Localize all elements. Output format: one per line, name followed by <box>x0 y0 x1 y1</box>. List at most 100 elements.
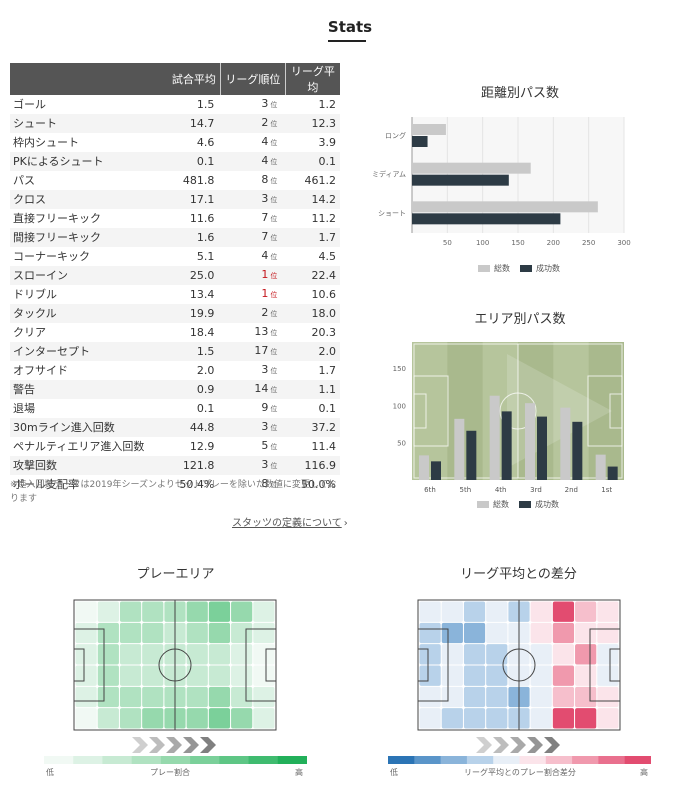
heat-cell <box>119 644 142 665</box>
heat-cell <box>552 622 575 644</box>
tick-label: 100 <box>393 402 406 410</box>
heat-cell <box>441 708 463 729</box>
bar-total <box>489 395 500 480</box>
chevron-right-icon <box>476 737 492 753</box>
stat-league-rank: 17 位 <box>220 342 286 361</box>
rank-value: 4 <box>261 249 269 262</box>
diff-scale-mid: リーグ平均とのプレー割合差分 <box>464 768 576 777</box>
heat-cell <box>97 644 119 665</box>
legend-success: 成功数 <box>519 499 559 510</box>
heat-cell <box>463 601 486 622</box>
heat-cell <box>441 644 463 665</box>
scale-swatch <box>131 756 162 764</box>
stat-match-avg: 1.5 <box>147 342 221 361</box>
stat-name: スローイン <box>10 266 148 285</box>
heat-cell <box>530 601 552 622</box>
heat-cell <box>75 601 97 622</box>
scale-swatch <box>545 756 573 764</box>
stats-definition-link[interactable]: スタッツの定義について › <box>232 514 348 529</box>
stat-league-avg: 461.2 <box>285 171 340 190</box>
rank-suffix: 位 <box>270 348 278 356</box>
bar-total <box>595 454 606 480</box>
table-row: 30mライン進入回数 44.8 3 位 37.2 <box>10 418 340 437</box>
heat-cell <box>186 644 208 665</box>
rank-value: 17 <box>254 344 269 357</box>
heat-cell <box>552 708 575 729</box>
legend-total: 総数 <box>477 499 509 510</box>
heat-cell <box>253 686 275 708</box>
stat-league-avg: 11.2 <box>285 209 340 228</box>
scale-swatch <box>190 756 220 764</box>
heat-cell <box>208 644 231 665</box>
bar-success <box>572 421 583 480</box>
heat-cell <box>186 686 208 708</box>
stat-name: タックル <box>10 304 148 323</box>
scale-swatch <box>414 756 442 764</box>
stat-match-avg: 5.1 <box>147 247 221 266</box>
scale-swatch <box>388 756 415 764</box>
table-row: スローイン 25.0 1 位 22.4 <box>10 266 340 285</box>
table-row: 枠内シュート 4.6 4 位 3.9 <box>10 133 340 152</box>
bar-success <box>412 213 561 225</box>
heat-cell <box>530 622 552 644</box>
heat-cell <box>119 601 142 622</box>
stat-name: シュート <box>10 114 148 133</box>
table-row: ボール支配率 50.4% 8 位 50.0% <box>10 475 340 494</box>
left-goal-box <box>417 648 429 682</box>
heat-cell <box>441 601 463 622</box>
heat-cell <box>419 665 441 686</box>
diff-scale-low: 低 <box>390 768 398 777</box>
chevron-right-icon <box>510 737 526 753</box>
league-diff-title: リーグ平均との差分 <box>460 567 577 582</box>
stat-match-avg: 1.5 <box>147 95 221 114</box>
heat-cell <box>142 665 164 686</box>
legend-success-label: 成功数 <box>536 264 560 273</box>
stat-league-avg: 12.3 <box>285 114 340 133</box>
heat-cell <box>142 601 164 622</box>
stat-name: 警告 <box>10 380 148 399</box>
play-scale-high: 高 <box>295 768 303 777</box>
definition-link-label: スタッツの定義について <box>232 518 342 529</box>
area-pass-chart: 50 100 150 6th 5th 4th 3rd 2nd 1st <box>393 342 624 494</box>
heat-cell <box>597 622 619 644</box>
bar-total <box>412 162 531 174</box>
heat-cell <box>231 622 253 644</box>
heat-cell <box>530 644 552 665</box>
scale-swatch <box>519 756 547 764</box>
heat-cell <box>253 601 275 622</box>
rank-suffix: 位 <box>270 424 278 432</box>
scale-swatch <box>440 756 468 764</box>
rank-value: 2 <box>261 306 269 319</box>
table-row: 警告 0.9 14 位 1.1 <box>10 380 340 399</box>
distance-pass-legend: 総数 成功数 <box>478 263 560 274</box>
stats-table-body: ゴール 1.5 3 位 1.2 シュート 14.7 2 位 12.3 枠内シュート 4.6 4 位 3.9 P… <box>10 95 340 494</box>
heat-cell <box>575 622 597 644</box>
tick-label: 100 <box>476 239 489 247</box>
area-pass-legend: 総数 成功数 <box>477 499 559 510</box>
rank-value: 3 <box>261 420 269 433</box>
stat-name: オフサイド <box>10 361 148 380</box>
stat-match-avg: 44.8 <box>147 418 221 437</box>
footnote: ※進入回数データは2019年シーズンよりセットプレーを除いた数値に変更しておりま… <box>10 480 337 504</box>
play-area-heatmap <box>73 599 277 731</box>
chevron-right-icon <box>149 737 165 753</box>
right-goal-box <box>265 648 277 682</box>
stat-name: 間接フリーキック <box>10 228 148 247</box>
rank-value: 3 <box>261 363 269 376</box>
tick-label: 150 <box>393 365 406 373</box>
rank-value: 3 <box>261 458 269 471</box>
rank-value: 4 <box>261 135 269 148</box>
scale-swatch <box>102 756 133 764</box>
stat-match-avg: 481.8 <box>147 171 221 190</box>
table-row: 攻撃回数 121.8 3 位 116.9 <box>10 456 340 475</box>
table-row: 直接フリーキック 11.6 7 位 11.2 <box>10 209 340 228</box>
center-circle <box>502 648 536 682</box>
scale-swatch <box>466 756 494 764</box>
scale-swatch <box>248 756 279 764</box>
stat-match-avg: 4.6 <box>147 133 221 152</box>
rank-value: 8 <box>261 173 269 186</box>
